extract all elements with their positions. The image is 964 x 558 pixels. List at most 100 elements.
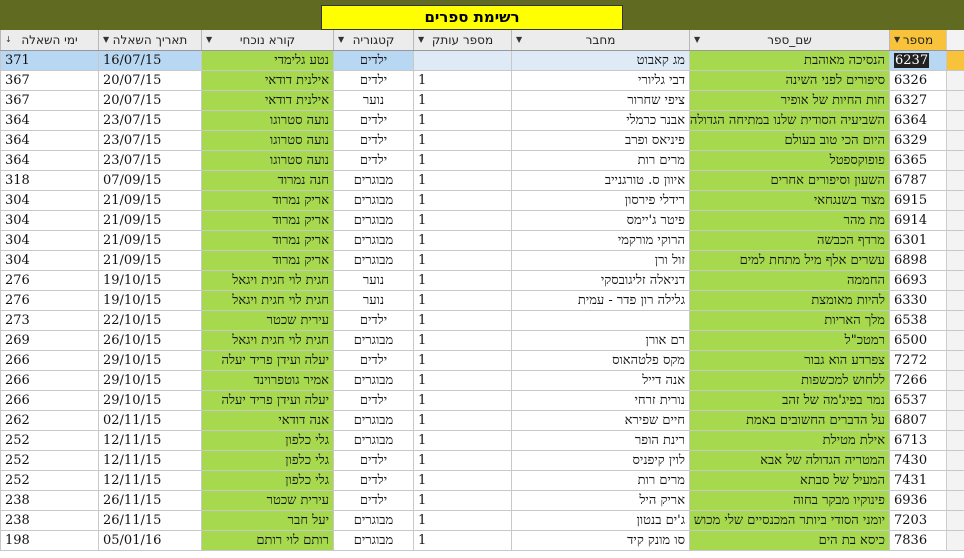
cell-loan-days[interactable]: 269: [0, 331, 98, 351]
dropdown-arrow-icon[interactable]: ▼: [694, 35, 701, 44]
cell-loan-days[interactable]: 364: [0, 131, 98, 151]
cell-book-name[interactable]: מרדף הכבשה: [689, 231, 889, 251]
cell-loan-date[interactable]: 21/09/15: [98, 251, 201, 271]
cell-copy-number[interactable]: 1: [413, 411, 511, 431]
cell-copy-number[interactable]: 1: [413, 231, 511, 251]
column-header-copy[interactable]: מספר עותק ▼: [413, 30, 511, 50]
row-selector[interactable]: [946, 511, 964, 531]
table-row[interactable]: 7272 צפרדע הוא גבור מקס פלטהאוס 1 ילדים יעלה …: [0, 351, 964, 371]
cell-loan-date[interactable]: 12/11/15: [98, 471, 201, 491]
cell-author[interactable]: רם אורן: [511, 331, 689, 351]
cell-loan-days[interactable]: 273: [0, 311, 98, 331]
cell-id[interactable]: 6326: [889, 71, 946, 91]
cell-loan-days[interactable]: 371: [0, 51, 98, 71]
cell-copy-number[interactable]: 1: [413, 251, 511, 271]
cell-book-name[interactable]: מלך האריות: [689, 311, 889, 331]
cell-author[interactable]: אריק היל: [511, 491, 689, 511]
cell-author[interactable]: זול ורן: [511, 251, 689, 271]
cell-loan-days[interactable]: 238: [0, 511, 98, 531]
dropdown-arrow-icon[interactable]: ▼: [206, 35, 213, 44]
cell-loan-date[interactable]: 12/11/15: [98, 431, 201, 451]
cell-loan-days[interactable]: 364: [0, 151, 98, 171]
cell-category[interactable]: מבוגרים: [333, 431, 413, 451]
cell-loan-date[interactable]: 23/07/15: [98, 111, 201, 131]
cell-loan-days[interactable]: 276: [0, 271, 98, 291]
cell-book-name[interactable]: החממה: [689, 271, 889, 291]
cell-category[interactable]: ילדים: [333, 311, 413, 331]
cell-loan-date[interactable]: 29/10/15: [98, 351, 201, 371]
row-selector[interactable]: [946, 251, 964, 271]
table-row[interactable]: 6500 רמטכ"ל רם אורן 1 מבוגרים חגית לוי חגית ו…: [0, 331, 964, 351]
cell-loan-date[interactable]: 02/11/15: [98, 411, 201, 431]
cell-loan-days[interactable]: 266: [0, 371, 98, 391]
cell-loan-days[interactable]: 304: [0, 211, 98, 231]
cell-current-reader[interactable]: חנה נמרוד: [201, 171, 333, 191]
table-row[interactable]: 6330 להיות מאומצת גלילה רון פדר - עמית 1 נוע…: [0, 291, 964, 311]
cell-author[interactable]: דניאלה זליגובסקי: [511, 271, 689, 291]
cell-category[interactable]: ילדים: [333, 111, 413, 131]
cell-loan-date[interactable]: 19/10/15: [98, 271, 201, 291]
cell-loan-days[interactable]: 252: [0, 471, 98, 491]
row-selector[interactable]: [946, 311, 964, 331]
cell-id[interactable]: 7272: [889, 351, 946, 371]
cell-loan-days[interactable]: 367: [0, 91, 98, 111]
cell-book-name[interactable]: כיסא בת הים: [689, 531, 889, 551]
cell-book-name[interactable]: ללחוש למכשפות: [689, 371, 889, 391]
cell-category[interactable]: נוער: [333, 91, 413, 111]
cell-book-name[interactable]: פופוקספטל: [689, 151, 889, 171]
cell-category[interactable]: ילדים: [333, 351, 413, 371]
cell-copy-number[interactable]: 1: [413, 331, 511, 351]
cell-id[interactable]: 6898: [889, 251, 946, 271]
cell-loan-date[interactable]: 26/11/15: [98, 511, 201, 531]
dropdown-arrow-icon[interactable]: ▼: [418, 35, 425, 44]
cell-copy-number[interactable]: 1: [413, 271, 511, 291]
cell-author[interactable]: רידלי פירסון: [511, 191, 689, 211]
table-row[interactable]: 6787 השעון וסיפורים אחרים איוון ס. טורגניי…: [0, 171, 964, 191]
cell-current-reader[interactable]: יעלה ועידן פריד יעלה: [201, 351, 333, 371]
cell-current-reader[interactable]: עירית שכטר: [201, 311, 333, 331]
cell-current-reader[interactable]: רותם לוי רותם: [201, 531, 333, 551]
cell-loan-date[interactable]: 29/10/15: [98, 371, 201, 391]
cell-book-name[interactable]: השביעיה הסודית שלנו במתיחה הגדולה: [689, 111, 889, 131]
cell-loan-date[interactable]: 23/07/15: [98, 151, 201, 171]
table-row[interactable]: 7203 יומני הסודי ביותר המכנסיים שלי מכוש ג…: [0, 511, 964, 531]
cell-category[interactable]: מבוגרים: [333, 411, 413, 431]
row-selector[interactable]: [946, 211, 964, 231]
cell-book-name[interactable]: עשרים אלף מיל מתחת למים: [689, 251, 889, 271]
cell-loan-date[interactable]: 07/09/15: [98, 171, 201, 191]
cell-category[interactable]: מבוגרים: [333, 191, 413, 211]
cell-category[interactable]: מבוגרים: [333, 371, 413, 391]
table-row[interactable]: 6237 הנסיכה מאוהבת מג קאבוט ילדים נטע גלימדי…: [0, 51, 964, 71]
row-selector[interactable]: [946, 231, 964, 251]
cell-current-reader[interactable]: חגית לוי חגית ויגאל: [201, 331, 333, 351]
row-selector[interactable]: [946, 491, 964, 511]
cell-current-reader[interactable]: אילנית דודאי: [201, 71, 333, 91]
cell-author[interactable]: רינת הופר: [511, 431, 689, 451]
cell-loan-date[interactable]: 29/10/15: [98, 391, 201, 411]
cell-author[interactable]: אבנר כרמלי: [511, 111, 689, 131]
dropdown-arrow-icon[interactable]: ▼: [516, 35, 523, 44]
cell-current-reader[interactable]: אמיר גוטפרוינד: [201, 371, 333, 391]
row-selector[interactable]: [946, 391, 964, 411]
cell-loan-days[interactable]: 262: [0, 411, 98, 431]
table-row[interactable]: 6898 עשרים אלף מיל מתחת למים זול ורן 1 מבוגר…: [0, 251, 964, 271]
table-row[interactable]: 6326 סיפורים לפני השינה דבי גליורי 1 ילדים אי…: [0, 71, 964, 91]
cell-id[interactable]: 7431: [889, 471, 946, 491]
cell-copy-number[interactable]: 1: [413, 491, 511, 511]
cell-copy-number[interactable]: 1: [413, 191, 511, 211]
cell-author[interactable]: אנה דייל: [511, 371, 689, 391]
cell-book-name[interactable]: סיפורים לפני השינה: [689, 71, 889, 91]
table-row[interactable]: 6301 מרדף הכבשה הרוקי מורקמי 1 מבוגרים אריק נ…: [0, 231, 964, 251]
cell-copy-number[interactable]: 1: [413, 351, 511, 371]
cell-category[interactable]: מבוגרים: [333, 171, 413, 191]
column-header-reader[interactable]: קורא נוכחי ▼: [201, 30, 333, 50]
cell-loan-days[interactable]: 198: [0, 531, 98, 551]
cell-id[interactable]: 6364: [889, 111, 946, 131]
cell-loan-days[interactable]: 252: [0, 431, 98, 451]
cell-copy-number[interactable]: 1: [413, 211, 511, 231]
cell-copy-number[interactable]: 1: [413, 391, 511, 411]
cell-book-name[interactable]: חות החיות של אופיר: [689, 91, 889, 111]
cell-category[interactable]: נוער: [333, 271, 413, 291]
cell-loan-days[interactable]: 304: [0, 251, 98, 271]
cell-current-reader[interactable]: יעלה ועידן פריד יעלה: [201, 391, 333, 411]
